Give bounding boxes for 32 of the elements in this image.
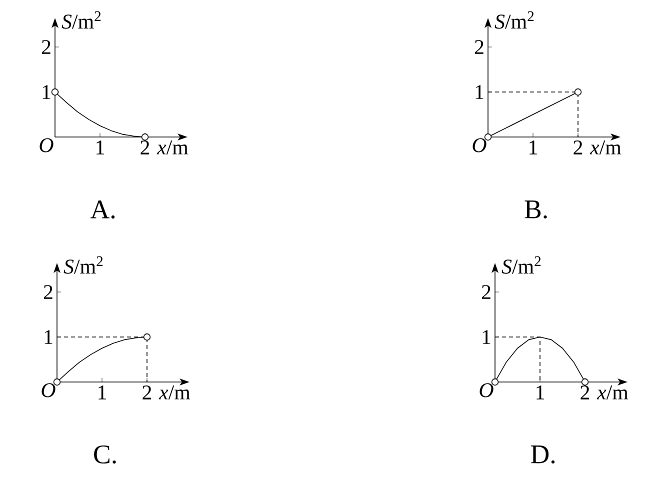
y-tick-label: 2 [42, 40, 50, 54]
y-axis-title: S/m$^{2}$ [62, 11, 101, 29]
x-tick-label: 2 [574, 140, 582, 154]
y-axis-title: S/m$^{2}$ [502, 256, 541, 274]
y-tick-label: 1 [482, 330, 490, 344]
x-tick-label: 2 [140, 140, 150, 154]
y-tick-label: 1 [42, 85, 50, 99]
x-tick-label: 1 [96, 140, 104, 154]
y-tick-label: 2 [474, 40, 484, 54]
x-axis-title: x/m [156, 140, 188, 155]
text: O [480, 383, 494, 398]
y-tick-label: 1 [44, 330, 52, 344]
y-axis-title: S/m$^{2}$ [494, 11, 534, 29]
y-axis-title: S/m$^{2}$ [64, 256, 103, 274]
text: O [472, 138, 486, 152]
text: A. [90, 200, 115, 219]
text: D. [530, 446, 555, 464]
text: O [40, 138, 54, 152]
text: B. [524, 200, 547, 219]
x-tick-label: 2 [142, 386, 152, 400]
x-axis-title: x/m [158, 386, 190, 400]
x-tick-label: 1 [98, 386, 106, 400]
y-tick-label: 2 [44, 285, 52, 299]
text: C. [94, 445, 116, 464]
x-axis-title: x/m [590, 140, 622, 155]
y-tick-label: 1 [476, 85, 484, 99]
x-tick-label: 2 [580, 386, 590, 400]
text: O [42, 383, 56, 398]
x-axis-title: x/m [596, 386, 628, 400]
x-tick-label: 1 [530, 140, 537, 154]
x-tick-label: 1 [536, 386, 544, 400]
y-tick-label: 2 [482, 285, 490, 299]
